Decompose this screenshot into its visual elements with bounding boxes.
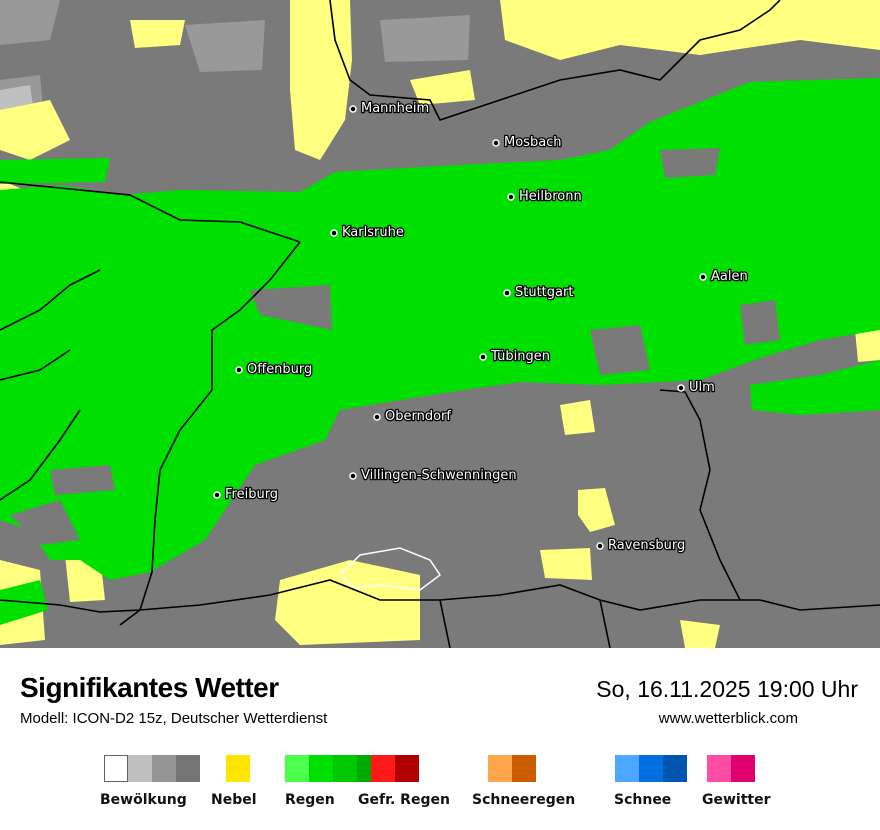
legend-label: Regen: [285, 792, 335, 808]
city-dot: [677, 384, 685, 392]
legend-swatch: [512, 755, 536, 782]
city-label: Ravensburg: [608, 538, 685, 553]
city-label: Karlsruhe: [342, 225, 404, 240]
legend-swatch: [707, 755, 731, 782]
city-label: Villingen-Schwenningen: [361, 468, 517, 483]
legend-swatch: [104, 755, 128, 782]
legend-swatches: [104, 755, 200, 782]
legend-swatch: [488, 755, 512, 782]
city-dot: [596, 542, 604, 550]
legend-swatch: [176, 755, 200, 782]
city-ravensburg: Ravensburg: [596, 537, 687, 554]
city-heilbronn: Heilbronn: [507, 188, 583, 205]
city-label: Heilbronn: [519, 189, 582, 204]
legend-label: Bewölkung: [100, 792, 187, 808]
cloud-holes: [10, 148, 780, 545]
city-dot: [235, 366, 243, 374]
legend-swatches: [226, 755, 250, 782]
legend-swatch: [615, 755, 639, 782]
city-oberndorf: Oberndorf: [373, 408, 453, 425]
city-label: Oberndorf: [385, 409, 451, 424]
city-dot: [507, 193, 515, 201]
legend-swatches: [488, 755, 536, 782]
city-dot: [330, 229, 338, 237]
legend-swatch: [395, 755, 419, 782]
legend-swatch: [128, 755, 152, 782]
city-villingen-schwenningen: Villingen-Schwenningen: [349, 467, 518, 484]
city-dot: [349, 472, 357, 480]
city-label: Freiburg: [225, 487, 278, 502]
legend-swatch: [333, 755, 357, 782]
legend-swatch: [309, 755, 333, 782]
city-dot: [699, 273, 707, 281]
legend-swatch: [152, 755, 176, 782]
rain-areas: [0, 78, 880, 625]
legend-label: Schneeregen: [472, 792, 576, 808]
city-dot: [479, 353, 487, 361]
city-dot: [349, 105, 357, 113]
city-offenburg: Offenburg: [235, 361, 314, 378]
city-label: Aalen: [711, 269, 748, 284]
model-source: Modell: ICON-D2 15z, Deutscher Wetterdie…: [20, 710, 328, 727]
city-label: Ulm: [689, 380, 715, 395]
legend-label: Schnee: [614, 792, 672, 808]
legend-swatches: [285, 755, 381, 782]
legend-swatches: [707, 755, 755, 782]
city-markers: Mannheim Mosbach Heilbronn Karlsruhe Aalen St…: [213, 100, 749, 554]
legend-label: Nebel: [211, 792, 257, 808]
legend-swatch: [731, 755, 755, 782]
legend-label: Gewitter: [702, 792, 771, 808]
city-label: Offenburg: [247, 362, 312, 377]
legend-swatches: [371, 755, 419, 782]
rhine-border: [119, 241, 301, 626]
city-t-bingen: Tübingen: [479, 348, 551, 365]
city-stuttgart: Stuttgart: [503, 284, 575, 301]
city-dot: [492, 139, 500, 147]
city-label: Stuttgart: [515, 285, 573, 300]
legend-swatches: [615, 755, 687, 782]
city-label: Mannheim: [361, 101, 429, 116]
legend-swatch: [226, 755, 250, 782]
city-karlsruhe: Karlsruhe: [330, 224, 405, 241]
weather-map: Mannheim Mosbach Heilbronn Karlsruhe Aalen St…: [0, 0, 880, 648]
city-ulm: Ulm: [677, 379, 716, 396]
city-label: Mosbach: [504, 135, 562, 150]
map-title: Signifikantes Wetter: [20, 672, 279, 703]
forecast-datetime: So, 16.11.2025 19:00 Uhr: [596, 676, 858, 702]
city-dot: [373, 413, 381, 421]
legend-swatch: [371, 755, 395, 782]
city-mannheim: Mannheim: [349, 100, 430, 117]
fog-areas: [0, 0, 880, 648]
legend-label: Gefr. Regen: [358, 792, 450, 808]
legend-swatch: [663, 755, 687, 782]
city-freiburg: Freiburg: [213, 486, 279, 503]
city-mosbach: Mosbach: [492, 134, 563, 151]
website-link[interactable]: www.wetterblick.com: [658, 710, 798, 727]
city-label: Tübingen: [490, 349, 550, 364]
city-dot: [213, 491, 221, 499]
legend-swatch: [285, 755, 309, 782]
city-dot: [503, 289, 511, 297]
lake-constance-shore: [338, 547, 442, 591]
borders: [0, 0, 880, 648]
legend-swatch: [639, 755, 663, 782]
city-aalen: Aalen: [699, 268, 749, 285]
